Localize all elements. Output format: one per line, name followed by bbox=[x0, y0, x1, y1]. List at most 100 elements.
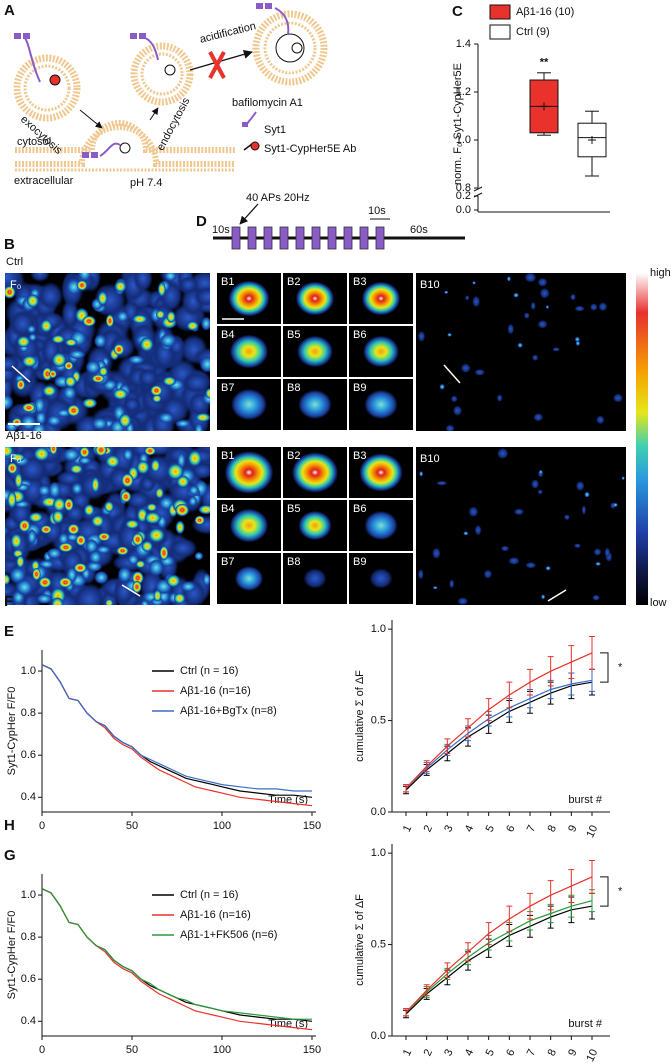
signal bbox=[445, 424, 455, 431]
signal bbox=[5, 285, 16, 299]
signal bbox=[140, 599, 150, 605]
error-bar bbox=[589, 635, 595, 670]
label: 10s bbox=[212, 224, 230, 236]
signal bbox=[150, 406, 176, 431]
signal bbox=[465, 295, 470, 301]
x-tick-label: 4 bbox=[463, 1047, 476, 1058]
series-line bbox=[405, 900, 593, 1013]
signal bbox=[72, 582, 106, 605]
colorbar-label: low bbox=[650, 597, 667, 609]
panel-label: E bbox=[4, 623, 14, 640]
image-label: F₀ bbox=[10, 453, 21, 465]
signal bbox=[58, 577, 73, 588]
stimulus-burst bbox=[231, 226, 241, 250]
y-tick-label: 1.4 bbox=[456, 38, 471, 50]
signal bbox=[173, 592, 186, 605]
signal bbox=[418, 569, 424, 580]
x-tick-label: 1 bbox=[401, 823, 414, 834]
signal bbox=[524, 273, 537, 283]
signal bbox=[598, 302, 608, 312]
y-tick-label: 0.2 bbox=[456, 190, 471, 202]
signal bbox=[10, 533, 23, 550]
series-line bbox=[405, 679, 593, 789]
signal bbox=[188, 484, 200, 496]
heatmap-image bbox=[283, 379, 347, 430]
signal bbox=[575, 480, 585, 491]
tile-label: B5 bbox=[287, 503, 300, 515]
y-tick-label: 0.4 bbox=[21, 1015, 36, 1027]
signal bbox=[621, 476, 625, 481]
signal bbox=[523, 312, 530, 319]
signal bbox=[166, 462, 185, 481]
signal bbox=[52, 497, 66, 512]
signal bbox=[496, 394, 503, 402]
signal bbox=[155, 309, 166, 320]
signal bbox=[82, 397, 98, 409]
signal bbox=[507, 276, 511, 282]
signal bbox=[69, 464, 84, 474]
signal bbox=[452, 405, 463, 416]
signal bbox=[153, 589, 162, 603]
signal bbox=[525, 562, 537, 569]
y-axis-label: cumulative Σ of ΔF bbox=[354, 670, 366, 762]
signal bbox=[63, 497, 74, 512]
signal bbox=[463, 531, 469, 536]
legend-label: Aβ1-16 (10) bbox=[516, 6, 574, 18]
error-bar bbox=[444, 738, 451, 754]
heatmap-image bbox=[416, 273, 626, 431]
signal bbox=[46, 414, 62, 427]
error-bar bbox=[444, 962, 451, 978]
series-line bbox=[41, 664, 313, 807]
legend-label: Ctrl (n = 16) bbox=[180, 889, 238, 901]
error-bar bbox=[568, 869, 575, 904]
tile-label: B9 bbox=[353, 556, 366, 568]
signal bbox=[604, 547, 611, 558]
heatmap-image bbox=[217, 553, 281, 604]
signal bbox=[539, 288, 550, 299]
y-tick-label: 1.0 bbox=[21, 665, 36, 677]
x-tick-label: 8 bbox=[546, 1047, 559, 1058]
signal bbox=[7, 490, 17, 509]
signal bbox=[513, 508, 524, 516]
x-tick-label: 8 bbox=[546, 823, 559, 834]
signal bbox=[46, 547, 62, 560]
signal bbox=[48, 369, 57, 379]
signal bbox=[541, 594, 546, 600]
y-tick-label: 0.0 bbox=[371, 806, 386, 818]
signal bbox=[361, 281, 401, 316]
signal bbox=[508, 557, 520, 565]
x-tick-label: 1 bbox=[401, 1047, 414, 1058]
signal bbox=[163, 273, 178, 282]
signal bbox=[66, 404, 81, 417]
signal bbox=[51, 334, 66, 344]
signal bbox=[28, 512, 44, 523]
tile-label: B6 bbox=[353, 503, 366, 515]
legend-label: Aβ1-16 (n=16) bbox=[180, 685, 251, 697]
signal bbox=[91, 476, 100, 494]
signal bbox=[5, 447, 14, 458]
tile-label: B6 bbox=[353, 329, 366, 341]
error-bar bbox=[485, 698, 492, 722]
heatmap-image bbox=[217, 326, 281, 377]
x-tick-label: 150 bbox=[303, 1044, 321, 1056]
signal bbox=[202, 573, 210, 587]
signal bbox=[468, 506, 479, 518]
signal bbox=[125, 519, 140, 530]
signal bbox=[132, 580, 142, 594]
significance-bracket bbox=[600, 876, 609, 907]
series-line bbox=[41, 664, 313, 798]
signal bbox=[146, 503, 158, 512]
significance-bracket bbox=[600, 652, 609, 683]
error-bar bbox=[506, 905, 513, 933]
heatmap-image bbox=[349, 326, 413, 377]
signal bbox=[483, 569, 493, 579]
signal bbox=[537, 320, 548, 329]
stimulus-burst bbox=[279, 226, 289, 250]
signal bbox=[195, 412, 210, 423]
signal bbox=[144, 511, 162, 525]
series-line bbox=[41, 888, 312, 1020]
label: Syt1 bbox=[264, 124, 286, 136]
heatmap-image bbox=[5, 273, 210, 431]
y-tick-label: 1.0 bbox=[371, 847, 386, 859]
tile-label: B7 bbox=[221, 556, 234, 568]
